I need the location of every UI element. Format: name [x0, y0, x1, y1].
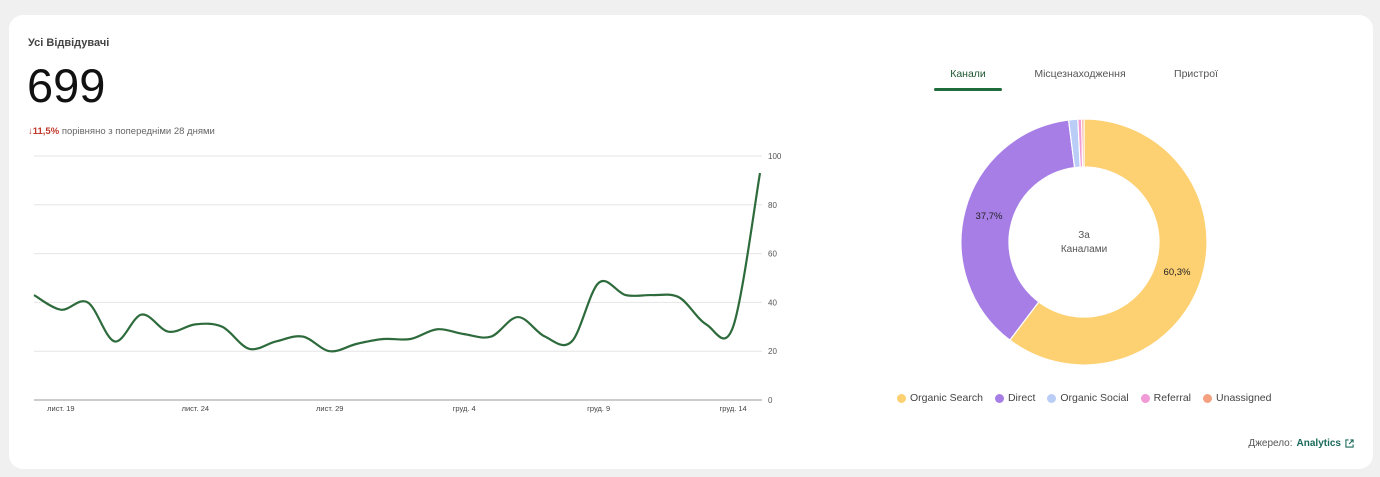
total-visitors: 699 — [27, 59, 106, 112]
legend-item-referral[interactable]: Referral — [1140, 392, 1192, 404]
tab-devices[interactable]: Пристрої — [1174, 68, 1218, 80]
external-link-icon[interactable] — [1345, 439, 1354, 448]
legend-label: Organic Search — [910, 392, 983, 404]
delta-value: 11,5% — [32, 126, 60, 137]
slice-label-direct: 37,7% — [976, 211, 1003, 222]
source-prefix: Джерело: — [1248, 438, 1293, 449]
legend-item-unassigned[interactable]: Unassigned — [1203, 392, 1271, 404]
legend-dot — [1140, 393, 1150, 403]
x-tick-label: груд. 9 — [587, 404, 610, 413]
visitors-card — [9, 15, 1373, 469]
y-tick-label: 100 — [768, 152, 782, 161]
donut-center-line1: За — [1078, 230, 1090, 241]
tab-location[interactable]: Місцезнаходження — [1034, 68, 1126, 80]
tab-channels[interactable]: Канали — [950, 68, 986, 80]
x-tick-label: груд. 4 — [453, 404, 476, 413]
y-tick-label: 80 — [768, 201, 777, 210]
legend-dot — [1203, 393, 1213, 403]
legend-label: Organic Social — [1060, 392, 1129, 404]
donut-slice[interactable] — [1081, 118, 1085, 168]
legend-dot — [1047, 393, 1057, 403]
y-tick-label: 20 — [768, 347, 777, 356]
legend-dot — [897, 393, 906, 403]
source-attribution: Джерело: Analytics — [1248, 438, 1354, 449]
y-tick-label: 60 — [768, 250, 777, 259]
analytics-link[interactable]: Analytics — [1296, 438, 1341, 449]
x-tick-label: лист. 29 — [316, 404, 343, 413]
series-line — [33, 172, 762, 353]
card-title: Усі Відвідувачі — [28, 37, 110, 49]
slice-label-organic: 60,3% — [1164, 267, 1191, 278]
delta-text: порівняно з попередніми 28 днями — [61, 126, 215, 137]
donut-slice[interactable] — [960, 119, 1076, 341]
y-tick-label: 0 — [768, 396, 773, 405]
active-tab-indicator — [934, 88, 1002, 91]
delta-row: ↓11,5% порівняно з попередніми 28 днями — [28, 126, 215, 137]
x-tick-label: лист. 19 — [47, 404, 74, 413]
legend: Organic Search Direct Organic Social Ref… — [897, 392, 1271, 404]
x-tick-label: груд. 14 — [720, 404, 747, 413]
y-tick-label: 40 — [768, 298, 777, 307]
legend-item-organic-social[interactable]: Organic Social — [1047, 392, 1129, 404]
legend-label: Unassigned — [1216, 392, 1272, 404]
legend-label: Direct — [1007, 392, 1036, 404]
line-chart: 0 20 40 60 80 100 лист. 19 лист. 24 лист. 29 груд… — [33, 152, 782, 413]
down-arrow-icon: ↓ — [28, 126, 33, 137]
legend-dot — [994, 393, 1004, 403]
donut-center-line2: Каналами — [1061, 244, 1107, 255]
legend-item-organic-search[interactable]: Organic Search — [897, 392, 983, 404]
legend-label: Referral — [1153, 392, 1192, 404]
donut-slice[interactable] — [1008, 118, 1208, 366]
x-tick-label: лист. 24 — [182, 404, 209, 413]
legend-item-direct[interactable]: Direct — [994, 392, 1036, 404]
